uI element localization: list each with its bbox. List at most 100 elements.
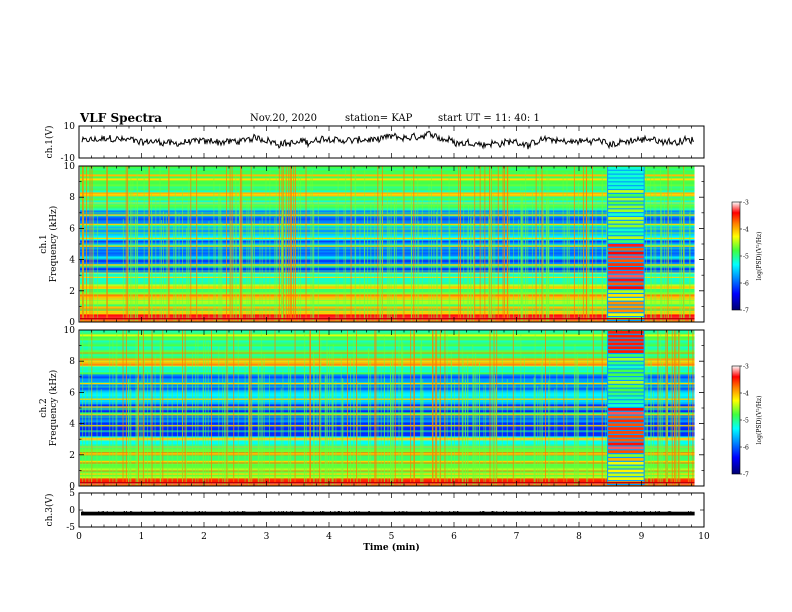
spectro-band <box>80 384 695 387</box>
spectro-sferic <box>174 190 176 321</box>
spectro-sferic <box>668 192 670 321</box>
ch3-waveform-frame <box>78 492 705 528</box>
spectro-sferic <box>490 170 492 321</box>
spectro-sferic <box>311 169 313 321</box>
colorbar-label: log(PSD)(V²/Hz) <box>756 396 763 445</box>
spectro-sferic <box>417 177 419 321</box>
spectro-sferic <box>508 179 510 321</box>
spectro-sferic <box>136 173 138 321</box>
spectro-sferic <box>205 340 207 485</box>
spectro-sferic <box>383 377 385 485</box>
spectro-band <box>80 358 695 361</box>
spectro-sferic <box>662 361 664 485</box>
colorbar <box>731 201 741 311</box>
spectro-sferic <box>100 389 102 485</box>
burst-band <box>608 354 644 357</box>
spectro-sferic <box>163 211 164 321</box>
spectro-sferic <box>382 205 383 321</box>
spectro-sferic <box>313 359 315 485</box>
colorbar-tick-label: -5 <box>743 418 749 425</box>
spectro-sferic <box>507 166 509 321</box>
burst-band <box>608 423 644 427</box>
spectro-sferic <box>353 348 355 485</box>
spectro-sferic <box>289 368 291 485</box>
spectro-sferic <box>354 174 356 321</box>
spectro-sferic <box>125 166 127 321</box>
spectro-line <box>80 416 695 418</box>
burst-band <box>608 434 644 438</box>
colorbar-tick-label: -3 <box>743 200 749 207</box>
spectro-band <box>80 338 695 341</box>
spectro-sferic <box>420 346 422 485</box>
spectro-sferic <box>566 382 568 485</box>
spectro-sferic <box>660 168 661 321</box>
spectro-blank <box>694 166 704 322</box>
ch1-spectrogram <box>80 166 704 323</box>
spectro-band <box>80 402 695 405</box>
burst-band <box>608 350 644 353</box>
spectro-sferic <box>650 178 652 321</box>
y-axis-label: ch.1 <box>39 234 49 253</box>
spectro-sferic <box>350 166 352 321</box>
spectro-sferic <box>493 375 495 485</box>
spectro-sferic <box>525 170 527 321</box>
spectro-sferic <box>655 183 657 321</box>
spectro-sferic <box>290 367 292 485</box>
spectro-sferic <box>401 335 403 485</box>
spectro-sferic <box>288 166 290 321</box>
spectro-sferic <box>269 374 270 485</box>
spectro-sferic <box>82 166 84 321</box>
spectro-sferic <box>577 353 578 485</box>
spectro-sferic <box>422 379 424 485</box>
spectro-sferic <box>588 172 590 321</box>
spectro-sferic <box>137 334 139 485</box>
spectro-sferic <box>218 346 220 485</box>
spectro-sferic <box>410 330 412 485</box>
burst-band <box>608 384 644 388</box>
spectro-sferic <box>428 184 430 321</box>
spectro-sferic <box>167 382 169 485</box>
spectro-sferic <box>224 347 226 485</box>
burst-band <box>608 193 644 197</box>
spectro-sferic <box>476 365 478 485</box>
burst-band <box>608 331 644 334</box>
spectro-sferic <box>463 191 465 321</box>
burst-band <box>608 361 644 365</box>
burst-band <box>608 213 644 216</box>
spectro-sferic <box>421 199 423 321</box>
spectro-sferic <box>250 224 252 321</box>
spectro-line <box>80 438 695 440</box>
spectro-sferic <box>390 190 392 321</box>
x-tick-label: 3 <box>264 532 270 542</box>
spectro-sferic <box>251 221 253 321</box>
spectro-sferic <box>368 348 369 485</box>
spectro-line <box>80 446 695 448</box>
burst-band <box>608 186 644 189</box>
spectro-sferic <box>549 352 551 485</box>
spectro-line <box>80 406 695 408</box>
spectro-sferic <box>134 194 136 321</box>
spectro-sferic <box>497 166 499 321</box>
spectro-sferic <box>82 166 84 321</box>
spectro-sferic <box>161 220 162 321</box>
spectro-sferic <box>261 214 263 321</box>
colorbar-label: log(PSD)(V²/Hz) <box>756 232 763 281</box>
spectro-band <box>80 380 695 383</box>
spectro-band <box>80 428 695 431</box>
burst-band <box>608 373 644 377</box>
spectro-sferic <box>566 172 568 321</box>
burst-band <box>608 334 644 338</box>
spectro-sferic <box>288 359 289 485</box>
spectro-sferic <box>248 198 250 321</box>
spectro-sferic <box>319 362 321 485</box>
spectro-sferic <box>646 386 648 485</box>
spectro-sferic <box>680 185 682 321</box>
spectro-sferic <box>483 383 485 485</box>
burst-band <box>608 438 644 442</box>
spectro-sferic <box>522 185 524 321</box>
spectro-sferic <box>312 352 314 485</box>
spectro-band <box>80 410 695 413</box>
spectro-sferic <box>274 217 276 321</box>
spectro-sferic <box>506 379 508 485</box>
